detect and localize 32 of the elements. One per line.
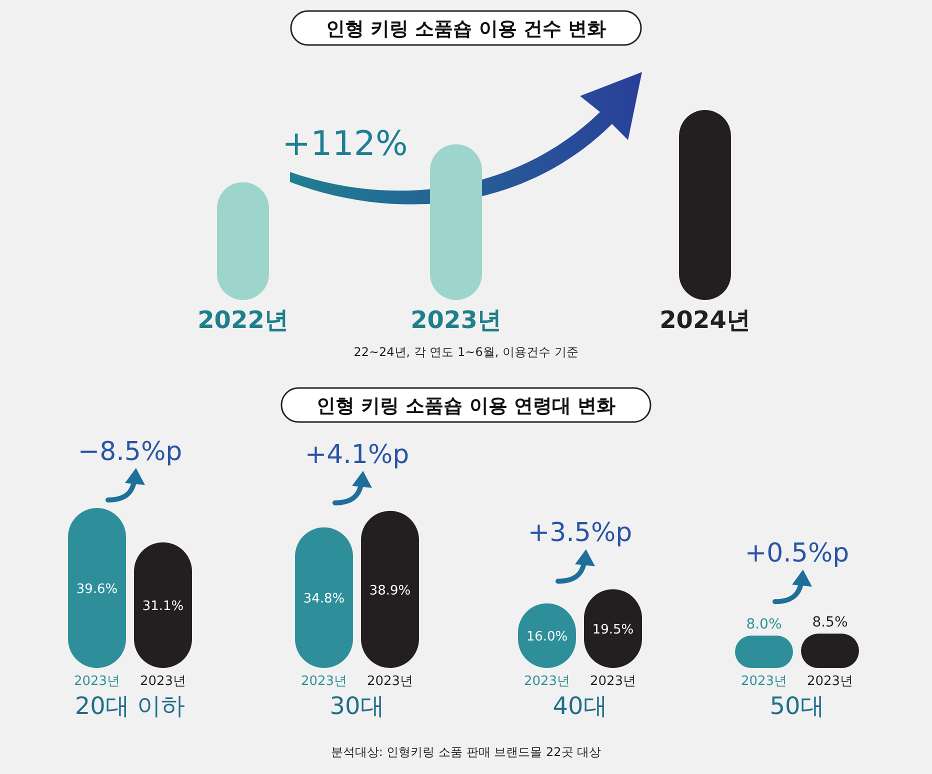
text: 2023년 (590, 674, 636, 689)
data-label: 38.9% (369, 583, 411, 598)
text: 2023년 (300, 674, 348, 689)
x-tick-label: 40대 (552, 692, 608, 720)
data-label: 8.5% (812, 614, 848, 631)
text: 2023년 (806, 674, 854, 689)
x-tick-label: 2023년 (410, 306, 502, 334)
text: 22~24년, 각 연도 1~6월, 이용건수 기준 (354, 345, 578, 359)
text: +4.1%p (304, 440, 410, 470)
data-label: 19.5% (592, 622, 634, 638)
data-label: 34.8% (303, 592, 345, 607)
series-label: 2023년 (140, 674, 186, 689)
data-label: 39.6% (76, 582, 118, 597)
annotation: +112% (282, 124, 408, 164)
annotation: +0.5%p (744, 538, 850, 569)
series-label: 2023년 (74, 674, 120, 689)
annotation: +3.5%p (528, 518, 632, 548)
data-label: 31.1% (142, 599, 184, 614)
x-tick-label: 20대 이하 (74, 692, 186, 720)
x-tick-label: 30대 (330, 692, 384, 720)
text: 2023년 (366, 674, 414, 689)
chart-title: 인형 키링 소품숍 이용 건수 변화 (326, 18, 606, 40)
text: 분석대상: 인형키링 소품 판매 브랜드몰 22곳 대상 (330, 745, 602, 759)
x-tick-label: 2022년 (198, 306, 288, 334)
text: 2023년 (524, 674, 570, 689)
text: −8.5%p (78, 437, 182, 467)
text: 2023년 (740, 674, 788, 689)
data-label: 8.0% (746, 616, 782, 633)
data-label: 16.0% (526, 630, 568, 645)
chart-title: 인형 키링 소품숍 이용 연령대 변화 (316, 395, 616, 417)
x-tick-label: 50대 (770, 692, 824, 720)
x-tick-label: 2024년 (660, 306, 750, 334)
